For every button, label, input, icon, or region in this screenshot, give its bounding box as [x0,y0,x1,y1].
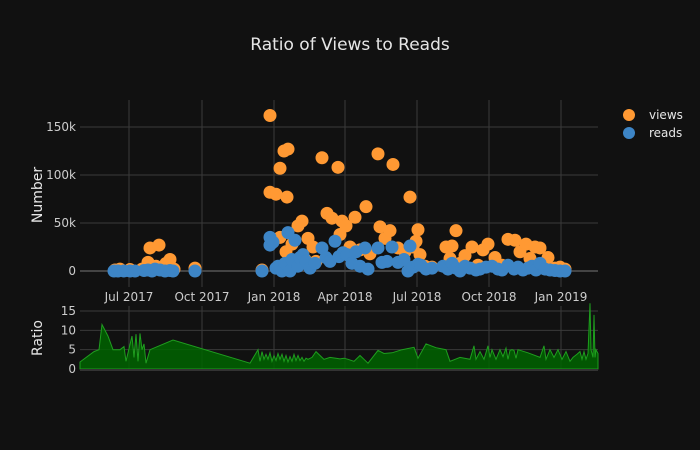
legend-item-views[interactable]: views [623,108,683,122]
chart-title: Ratio of Views to Reads [250,35,450,55]
views-point[interactable] [269,187,283,201]
legend-marker-views-icon [623,109,635,121]
y-tick-label: 100k [46,168,76,182]
views-point[interactable] [445,239,459,253]
reads-point[interactable] [397,252,411,266]
x-tick-label: Jul 2017 [104,290,154,304]
views-point[interactable] [348,210,362,224]
bottom-panel-y-axis-title: Ratio [30,320,46,356]
y-tick-label: 10 [61,323,76,337]
reads-point[interactable] [255,264,269,278]
views-point[interactable] [331,160,345,174]
views-point[interactable] [152,238,166,252]
reads-point[interactable] [188,264,202,278]
views-point[interactable] [371,147,385,161]
reads-point[interactable] [328,234,342,248]
views-point[interactable] [383,224,397,238]
views-point[interactable] [458,249,472,263]
reads-point[interactable] [308,256,322,270]
x-tick-label: Jan 2019 [534,290,588,304]
reads-point[interactable] [385,240,399,254]
y-tick-label: 5 [68,343,76,357]
reads-point[interactable] [166,264,180,278]
views-point[interactable] [373,220,387,234]
views-point[interactable] [325,211,339,225]
views-point[interactable] [508,233,522,247]
reads-point[interactable] [403,239,417,253]
reads-point[interactable] [425,261,439,275]
y-tick-label: 0 [68,264,76,278]
views-point[interactable] [280,190,294,204]
top-panel-y-ticks: 0 50k 100k 150k [46,120,76,278]
views-point[interactable] [273,161,287,175]
y-tick-label: 15 [61,304,76,318]
views-point[interactable] [339,219,353,233]
y-tick-label: 0 [68,362,76,376]
bottom-panel-y-ticks: 0 5 10 15 [61,304,76,376]
x-tick-label: Jul 2018 [392,290,442,304]
legend-item-reads[interactable]: reads [623,126,682,140]
x-tick-label: Oct 2018 [461,290,516,304]
views-point[interactable] [403,190,417,204]
views-point[interactable] [295,214,309,228]
views-point[interactable] [281,142,295,156]
legend[interactable]: views reads [623,108,683,140]
views-point[interactable] [315,151,329,165]
legend-label-reads: reads [649,126,682,140]
reads-series[interactable] [107,226,572,278]
top-panel-y-axis-title: Number [30,167,46,223]
views-point[interactable] [481,237,495,251]
views-point[interactable] [465,240,479,254]
views-point[interactable] [386,157,400,171]
x-tick-label: Oct 2017 [174,290,229,304]
legend-marker-reads-icon [623,127,635,139]
x-tick-label: Apr 2018 [317,290,372,304]
views-point[interactable] [533,241,547,255]
views-point[interactable] [449,224,463,238]
x-tick-label: Jan 2018 [247,290,301,304]
reads-point[interactable] [361,262,375,276]
x-axis-ticks: Jul 2017 Oct 2017 Jan 2018 Apr 2018 Jul 2018… [104,290,588,304]
views-point[interactable] [411,223,425,237]
legend-label-views: views [649,108,683,122]
reads-point[interactable] [371,241,385,255]
views-point[interactable] [263,108,277,122]
y-tick-label: 150k [46,120,76,134]
reads-point[interactable] [358,241,372,255]
ratio-area-series[interactable] [79,303,599,371]
reads-point[interactable] [558,264,572,278]
ratio-area-path[interactable] [79,303,599,370]
views-point[interactable] [359,200,373,214]
y-tick-label: 50k [54,216,76,230]
reads-point[interactable] [380,254,394,268]
reads-point[interactable] [266,235,280,249]
reads-point[interactable] [288,233,302,247]
